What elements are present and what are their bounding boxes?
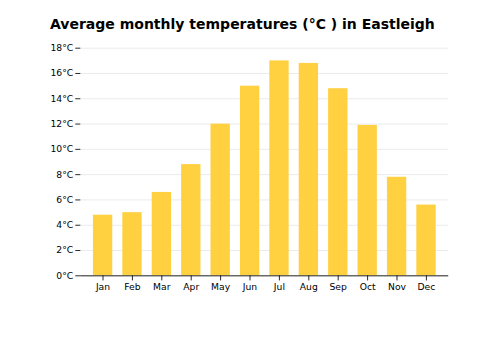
svg-text:Jul: Jul — [273, 281, 285, 292]
svg-text:4°C: 4°C — [56, 219, 73, 230]
svg-text:Mar: Mar — [153, 281, 171, 292]
svg-text:12°C: 12°C — [50, 118, 73, 129]
svg-text:6°C: 6°C — [56, 194, 73, 205]
html-text:Average monthly temperatures (: Average monthly temperatures (°C ) in Ea… — [50, 16, 435, 32]
svg-text:Feb: Feb — [124, 281, 140, 292]
svg-text:Apr: Apr — [183, 281, 199, 292]
svg-text:Jun: Jun — [242, 281, 258, 292]
svg-text:Dec: Dec — [417, 281, 435, 292]
svg-text:8°C: 8°C — [56, 169, 73, 180]
svg-text:0°C: 0°C — [56, 270, 73, 281]
svg-text:14°C: 14°C — [50, 93, 73, 104]
svg-text:Aug: Aug — [300, 281, 318, 292]
svg-text:2°C: 2°C — [56, 244, 73, 255]
svg-text:Oct: Oct — [360, 281, 376, 292]
svg-text:10°C: 10°C — [50, 143, 73, 154]
svg-text:Sep: Sep — [330, 281, 348, 292]
svg-text:May: May — [211, 281, 231, 292]
svg-text:16°C: 16°C — [50, 67, 73, 78]
svg-text:Nov: Nov — [388, 281, 407, 292]
svg-text:18°C: 18°C — [50, 42, 73, 53]
svg-text:Jan: Jan — [95, 281, 110, 292]
